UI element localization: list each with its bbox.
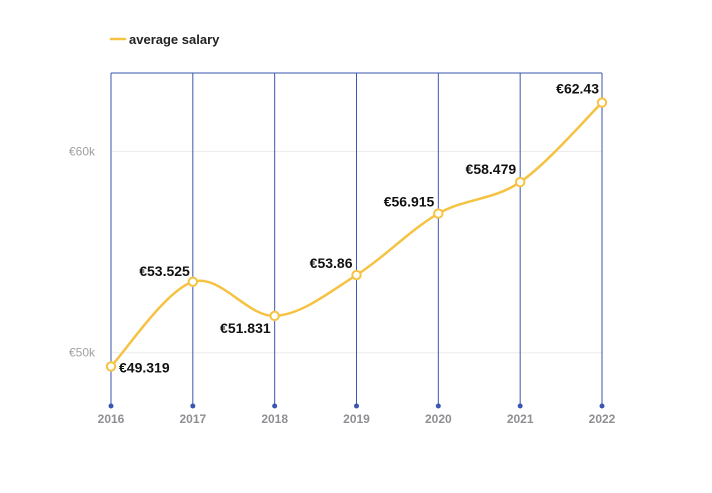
legend: average salary <box>109 32 220 47</box>
data-label-2018: €51.831 <box>220 320 271 336</box>
data-point-2018 <box>269 310 280 322</box>
data-label-2022: €62.43 <box>556 81 599 97</box>
data-point-2019 <box>351 269 362 281</box>
data-label-2016: €49.319 <box>119 359 170 375</box>
x-tick-label-2020: 2020 <box>425 412 452 426</box>
data-label-2021: €58.479 <box>466 161 517 177</box>
data-point-2020 <box>433 208 444 219</box>
x-tick-label-2019: 2019 <box>343 412 370 426</box>
data-point-2022 <box>596 97 608 108</box>
x-tick-label-2016: 2016 <box>98 412 125 426</box>
x-tick-dot-2020 <box>435 403 441 409</box>
data-labels: €49.319 €53.525 €51.831 €53.86 €56.915 €58.47… <box>119 81 599 376</box>
x-tick-dot-2021 <box>517 403 523 409</box>
y-axis-ticks: €50k €60k <box>69 144 96 359</box>
data-label-2020: €56.915 <box>384 194 435 210</box>
vertical-gridlines <box>108 73 605 409</box>
x-axis-ticks: 2016 2017 2018 2019 2020 2021 2022 <box>98 412 616 426</box>
data-points <box>105 97 608 372</box>
x-tick-label-2022: 2022 <box>589 412 616 426</box>
x-tick-label-2021: 2021 <box>507 412 534 426</box>
x-tick-label-2018: 2018 <box>261 412 288 426</box>
data-point-2017 <box>187 276 199 287</box>
x-tick-label-2017: 2017 <box>179 412 206 426</box>
y-tick-label-0: €50k <box>69 346 96 360</box>
data-point-2021 <box>514 176 526 188</box>
x-tick-dot-2022 <box>599 403 605 409</box>
data-point-2016 <box>105 361 117 372</box>
x-tick-dot-2018 <box>272 403 278 409</box>
data-label-2017: €53.525 <box>139 263 190 279</box>
y-tick-label-1: €60k <box>69 144 96 158</box>
x-tick-dot-2019 <box>354 403 359 409</box>
legend-label: average salary <box>129 32 220 47</box>
data-label-2019: €53.86 <box>310 255 353 271</box>
x-tick-dot-2016 <box>108 403 114 409</box>
x-tick-dot-2017 <box>190 403 196 409</box>
